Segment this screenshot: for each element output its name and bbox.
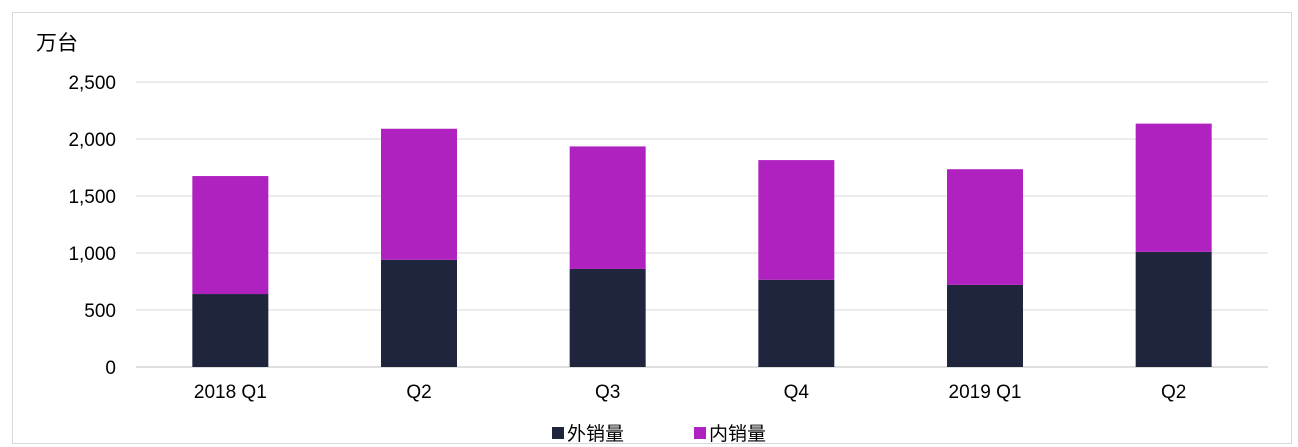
bar-domestic-0 [192,176,269,295]
x-tick-label: 2019 Q1 [949,382,1022,403]
bar-domestic-2 [569,146,646,269]
x-tick-label: Q3 [595,382,620,403]
grid-lines [136,81,1268,368]
x-tick-label: Q2 [1161,382,1186,403]
bar-domestic-4 [947,169,1023,285]
bars [192,123,1212,367]
legend-swatch-domestic [694,427,706,439]
y-axis-ticks: 0 500 1,000 1,500 2,000 2,500 [68,73,116,379]
legend-swatch-export [552,427,564,439]
x-tick-label: Q4 [784,382,810,403]
bar-export-2 [569,268,646,367]
bar-export-1 [381,259,457,367]
bar-domestic-3 [758,160,835,280]
bar-export-5 [1135,251,1212,367]
y-tick-label: 2,500 [68,73,116,94]
y-tick-label: 0 [105,358,116,379]
y-tick-label: 500 [84,301,116,322]
y-axis-unit-label: 万台 [36,31,78,55]
bar-export-4 [947,284,1023,367]
x-tick-label: Q2 [406,382,431,403]
bar-export-3 [758,279,835,367]
y-tick-label: 1,500 [68,187,116,208]
x-axis-ticks: 2018 Q1 Q2 Q3 Q4 2019 Q1 Q2 [194,382,1186,403]
legend: 外销量 内销量 [552,423,766,445]
x-tick-label: 2018 Q1 [194,382,267,403]
bar-domestic-5 [1135,123,1212,252]
legend-label-domestic: 内销量 [709,423,766,445]
bar-export-0 [192,294,269,367]
legend-label-export: 外销量 [567,423,624,445]
bar-domestic-1 [381,128,457,260]
y-tick-label: 1,000 [68,244,116,265]
y-tick-label: 2,000 [68,130,116,151]
